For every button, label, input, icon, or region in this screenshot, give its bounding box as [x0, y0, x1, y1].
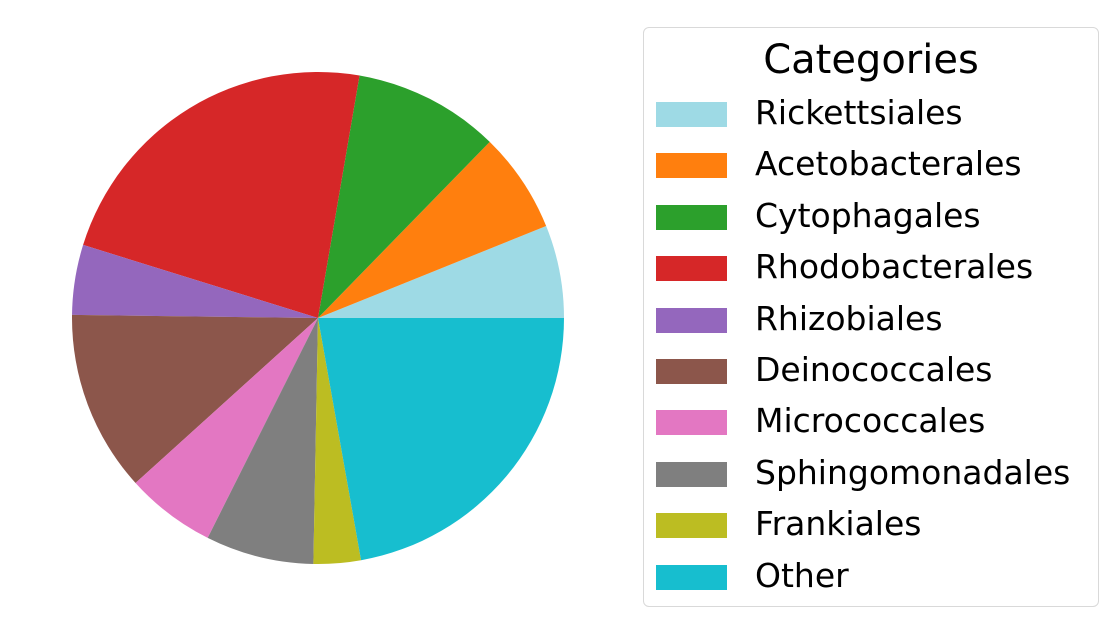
legend-swatch — [656, 410, 727, 436]
legend-swatch — [656, 307, 727, 333]
pie-slice-rhodobacterales — [83, 72, 360, 318]
legend-label: Cytophagales — [755, 195, 981, 235]
pie-slice-deinococcales — [71, 314, 318, 483]
legend-label: Rhizobiales — [755, 298, 943, 338]
legend-title: Categories — [763, 37, 979, 83]
legend-label: Rhodobacterales — [755, 247, 1034, 287]
pie-slice-micrococcales — [135, 318, 318, 538]
pie-slices — [71, 72, 564, 565]
legend-swatch — [656, 102, 727, 127]
legend-swatch — [656, 513, 727, 539]
legend-swatch — [656, 358, 727, 384]
legend-label: Rickettsiales — [755, 93, 963, 132]
pie-slice-rickettsiales — [318, 226, 564, 318]
pie-slice-cytophagales — [318, 75, 490, 318]
pie-slice-sphingomonadales — [207, 318, 318, 564]
legend-swatch — [656, 153, 727, 179]
pie-slice-frankiales — [313, 318, 362, 565]
legend-swatch — [656, 461, 727, 487]
pie-slice-rhizobiales — [72, 244, 318, 318]
legend-swatch — [656, 204, 727, 230]
legend-label: Sphingomonadales — [755, 452, 1071, 492]
legend-label: Micrococcales — [755, 401, 986, 441]
legend-label: Frankiales — [755, 504, 922, 544]
legend-label: Acetobacterales — [755, 144, 1022, 184]
legend-label: Deinococcales — [755, 349, 993, 389]
legend: Categories Rickettsiales Acetobacterales C… — [643, 27, 1099, 607]
legend-swatch — [656, 256, 727, 282]
pie-slice-acetobacterales — [318, 141, 547, 318]
legend-swatch — [656, 564, 727, 590]
legend-label: Other — [755, 555, 849, 595]
pie-slice-other — [318, 318, 564, 561]
